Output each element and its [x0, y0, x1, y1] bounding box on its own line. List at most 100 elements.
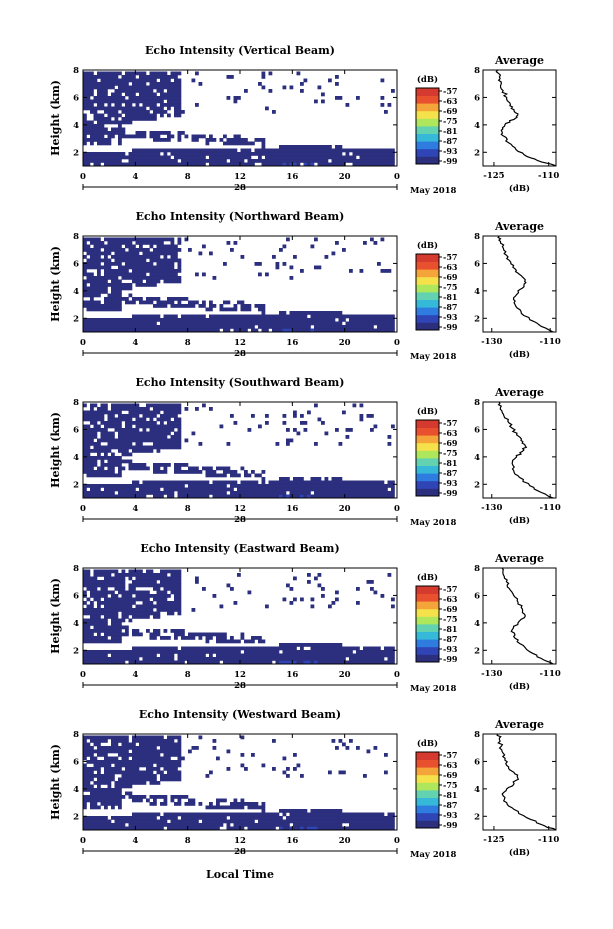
colorbar-segment — [416, 261, 439, 270]
y-tick-label: 8 — [73, 730, 79, 740]
colorbar-tick-label: -63 — [443, 96, 458, 106]
y-tick-label: 6 — [73, 93, 79, 103]
panel-4: Echo Intensity (Eastward Beam) 2 4 6 8 Height… — [49, 542, 561, 694]
colorbar-unit: (dB) — [417, 74, 438, 85]
colorbar-tick-label: -87 — [443, 634, 457, 644]
colorbar-tick-label: -75 — [443, 282, 457, 292]
y-tick-label: 8 — [73, 398, 79, 408]
average-title: Average — [494, 718, 544, 731]
heatmap-field — [83, 735, 395, 831]
heatmap-field — [83, 71, 395, 167]
heatmap-field — [83, 403, 395, 499]
colorbar-frame — [415, 751, 440, 829]
colorbar-tick-label: -57 — [443, 584, 457, 594]
average-profile-line — [496, 733, 557, 831]
colorbar-segment — [416, 820, 439, 829]
x-tick-label: 16 — [286, 670, 298, 680]
colorbar-segment — [416, 593, 439, 602]
date-label: 28 — [234, 349, 246, 359]
colorbar-tick-label: -99 — [443, 820, 458, 830]
x-tick-label: 4 — [132, 338, 138, 348]
colorbar-tick-label: -69 — [443, 106, 458, 116]
x-tick-label: 4 — [132, 836, 138, 846]
y-tick-label: 2 — [73, 480, 79, 490]
y-tick-label: 8 — [73, 66, 79, 76]
colorbar-tick-label: -63 — [443, 262, 458, 272]
x-tick-label: 20 — [339, 338, 351, 348]
colorbar-segment — [416, 488, 439, 497]
x-tick-label: 20 — [339, 172, 351, 182]
colorbar-segment — [416, 110, 439, 119]
avg-x-label: (dB) — [509, 183, 530, 194]
avg-x-label: (dB) — [509, 847, 530, 858]
colorbar-tick-label: -75 — [443, 116, 457, 126]
colorbar-tick-label: -75 — [443, 614, 457, 624]
y-tick-label: 2 — [73, 314, 79, 324]
x-tick-label: 0 — [80, 836, 86, 846]
panel-3: Echo Intensity (Southward Beam) 2 4 6 8 Heigh… — [49, 376, 561, 528]
x-tick-label: 0 — [80, 172, 86, 182]
colorbar-tick-label: -93 — [443, 478, 458, 488]
month-year-label: May 2018 — [410, 850, 457, 860]
x-tick-label: 8 — [185, 338, 191, 348]
month-year-label: May 2018 — [410, 684, 457, 694]
month-year-label: May 2018 — [410, 518, 457, 528]
average-frame — [482, 733, 557, 831]
panel-title: Echo Intensity (Northward Beam) — [136, 210, 345, 223]
x-tick-label: 20 — [339, 670, 351, 680]
avg-y-tick-label: 2 — [474, 646, 480, 656]
avg-y-tick-label: 6 — [474, 93, 480, 103]
average-title: Average — [494, 54, 544, 67]
colorbar-segment — [416, 458, 439, 466]
average-frame — [482, 235, 557, 333]
colorbar-segment — [416, 624, 439, 632]
avg-y-tick-label: 8 — [474, 564, 480, 574]
colorbar-segment — [416, 790, 439, 798]
x-tick-label: 0 — [394, 670, 400, 680]
average-title: Average — [494, 386, 544, 399]
colorbar-unit: (dB) — [417, 240, 438, 251]
avg-x-tick-label: -125 — [483, 835, 504, 845]
colorbar-segment — [416, 767, 439, 776]
x-tick-label: 12 — [234, 338, 246, 348]
y-tick-label: 6 — [73, 425, 79, 435]
panel-1: Echo Intensity (Vertical Beam) 2 4 6 8 Height… — [49, 44, 559, 196]
colorbar-tick-label: -75 — [443, 448, 457, 458]
colorbar-segment — [416, 427, 439, 436]
y-tick-label: 4 — [73, 453, 79, 463]
colorbar-segment — [416, 812, 439, 821]
colorbar-segment — [416, 103, 439, 112]
x-tick-label: 12 — [234, 836, 246, 846]
x-tick-label: 16 — [286, 836, 298, 846]
colorbar-segment — [416, 292, 439, 300]
colorbar-segment — [416, 141, 439, 150]
colorbar-frame — [415, 253, 440, 331]
colorbar-tick-label: -63 — [443, 428, 458, 438]
colorbar-segment — [416, 759, 439, 768]
colorbar-tick-label: -93 — [443, 810, 458, 820]
month-year-label: May 2018 — [410, 186, 457, 196]
colorbar-tick-label: -99 — [443, 654, 458, 664]
x-tick-label: 20 — [339, 504, 351, 514]
average-title: Average — [494, 552, 544, 565]
panel-title: Echo Intensity (Southward Beam) — [136, 376, 345, 389]
avg-y-tick-label: 8 — [474, 730, 480, 740]
colorbar-tick-label: -69 — [443, 604, 458, 614]
colorbar-segment — [416, 616, 439, 625]
colorbar-segment — [416, 608, 439, 617]
avg-y-tick-label: 8 — [474, 398, 480, 408]
colorbar-segment — [416, 156, 439, 165]
colorbar-segment — [416, 797, 439, 806]
y-tick-label: 8 — [73, 564, 79, 574]
date-label: 28 — [234, 515, 246, 525]
average-frame — [482, 401, 557, 499]
colorbar-segment — [416, 473, 439, 482]
panel-title: Echo Intensity (Vertical Beam) — [145, 44, 335, 57]
colorbar-segment — [416, 126, 439, 134]
y-tick-label: 4 — [73, 785, 79, 795]
colorbar-unit: (dB) — [417, 406, 438, 417]
avg-y-tick-label: 2 — [474, 812, 480, 822]
avg-y-tick-label: 4 — [474, 619, 480, 629]
x-tick-label: 12 — [234, 670, 246, 680]
x-tick-label: 20 — [339, 836, 351, 846]
